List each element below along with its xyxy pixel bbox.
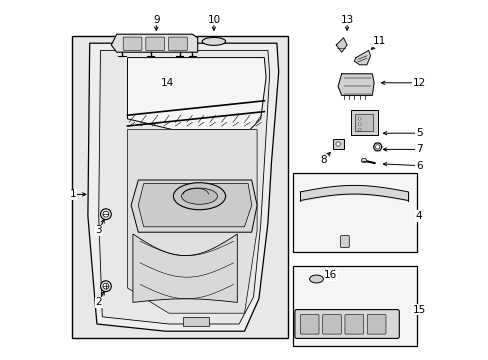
Bar (292, 266, 416, 346)
Ellipse shape (361, 158, 366, 163)
Ellipse shape (358, 117, 361, 120)
Text: 10: 10 (207, 15, 220, 25)
Polygon shape (354, 50, 370, 65)
Text: 6: 6 (415, 161, 422, 171)
Polygon shape (111, 34, 197, 52)
Polygon shape (131, 180, 257, 232)
Polygon shape (99, 50, 269, 324)
FancyBboxPatch shape (350, 110, 377, 135)
Text: 9: 9 (153, 15, 159, 25)
Text: 13: 13 (340, 15, 353, 25)
Text: 7: 7 (415, 144, 422, 154)
Text: 2: 2 (95, 297, 102, 307)
Ellipse shape (358, 123, 361, 125)
Ellipse shape (202, 37, 225, 45)
Polygon shape (127, 130, 257, 313)
Ellipse shape (309, 275, 323, 283)
Polygon shape (127, 58, 265, 130)
FancyBboxPatch shape (145, 37, 164, 50)
FancyBboxPatch shape (294, 310, 399, 338)
Ellipse shape (358, 129, 361, 131)
FancyBboxPatch shape (340, 235, 348, 248)
Polygon shape (138, 184, 251, 227)
Ellipse shape (173, 183, 225, 210)
Text: 15: 15 (412, 305, 425, 315)
Ellipse shape (103, 283, 108, 289)
Text: 12: 12 (412, 78, 425, 88)
Text: 3: 3 (95, 225, 102, 235)
Polygon shape (337, 74, 373, 95)
Bar (183, 317, 208, 326)
Ellipse shape (181, 188, 217, 204)
Ellipse shape (375, 145, 379, 149)
Bar (292, 173, 416, 252)
Text: 8: 8 (320, 155, 326, 165)
Ellipse shape (101, 209, 111, 220)
FancyBboxPatch shape (332, 139, 343, 149)
FancyBboxPatch shape (123, 37, 142, 50)
Ellipse shape (335, 142, 340, 146)
Ellipse shape (373, 143, 381, 151)
Text: 1: 1 (70, 189, 77, 199)
Text: 14: 14 (160, 78, 173, 88)
Polygon shape (88, 43, 278, 331)
FancyBboxPatch shape (355, 114, 372, 131)
FancyBboxPatch shape (322, 315, 341, 334)
FancyBboxPatch shape (344, 315, 363, 334)
FancyBboxPatch shape (366, 315, 385, 334)
Bar (72, 36, 287, 338)
Text: 4: 4 (415, 211, 422, 221)
Polygon shape (336, 38, 346, 52)
Polygon shape (133, 234, 237, 302)
Text: 16: 16 (324, 270, 337, 280)
Ellipse shape (103, 211, 108, 217)
FancyBboxPatch shape (300, 315, 318, 334)
FancyBboxPatch shape (168, 37, 187, 50)
Ellipse shape (101, 281, 111, 292)
Text: 5: 5 (415, 128, 422, 138)
Text: 11: 11 (372, 36, 386, 46)
